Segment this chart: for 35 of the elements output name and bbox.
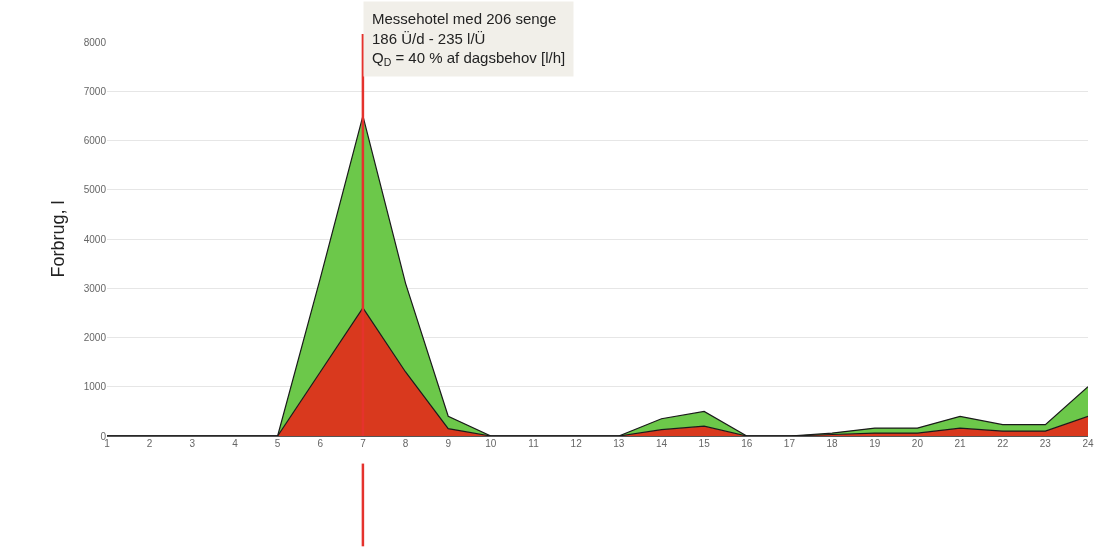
x-tick-label: 11 (528, 438, 540, 449)
x-tick-label: 23 (1039, 438, 1052, 449)
x-tick-label: 1 (104, 438, 111, 449)
y-tick-label: 7000 (83, 85, 107, 97)
x-tick-label: 10 (485, 438, 497, 449)
x-tick-label: 8 (402, 438, 409, 449)
x-tick-label: 3 (189, 438, 196, 449)
x-tick-label: 12 (570, 438, 583, 449)
y-axis-title: Forbrug, l (47, 200, 68, 278)
y-tick-label: 1000 (83, 381, 107, 393)
y-tick-label: 0 (100, 430, 107, 442)
x-tick-label: 9 (445, 438, 452, 449)
y-tick-label: 5000 (83, 184, 107, 196)
x-tick-label: 16 (741, 438, 753, 449)
y-tick-label: 8000 (83, 36, 107, 48)
y-tick-label: 2000 (83, 332, 107, 343)
x-tick-label: 24 (1082, 438, 1094, 449)
x-tick-label: 18 (826, 438, 839, 449)
x-tick-label: 4 (232, 438, 239, 449)
annotation: Messehotel med 206 senge 186 Ü/d - 235 l/Ü Q$_{D}$ = 40 % af dagsbehov [l/h] (372, 10, 566, 69)
x-tick-label: 19 (869, 438, 881, 449)
x-tick-label: 13 (613, 438, 625, 449)
x-tick-label: 5 (274, 438, 281, 449)
y-tick-label: 6000 (83, 135, 107, 146)
x-tick-label: 6 (317, 438, 324, 449)
y-tick-label: 4000 (83, 233, 107, 245)
x-tick-label: 2 (146, 438, 153, 449)
x-tick-label: 14 (655, 438, 668, 449)
x-tick-label: 20 (911, 438, 924, 449)
x-tick-label: 22 (997, 438, 1009, 449)
x-tick-label: 17 (783, 438, 796, 449)
x-tick-label: 15 (698, 438, 711, 449)
x-tick-label: 21 (954, 438, 967, 449)
y-tick-label: 3000 (83, 282, 107, 294)
x-tick-label: 7 (360, 438, 367, 449)
